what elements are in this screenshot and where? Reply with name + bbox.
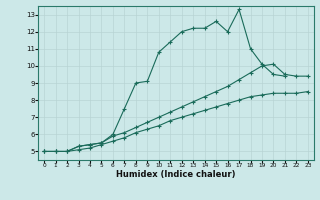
X-axis label: Humidex (Indice chaleur): Humidex (Indice chaleur) [116, 170, 236, 179]
